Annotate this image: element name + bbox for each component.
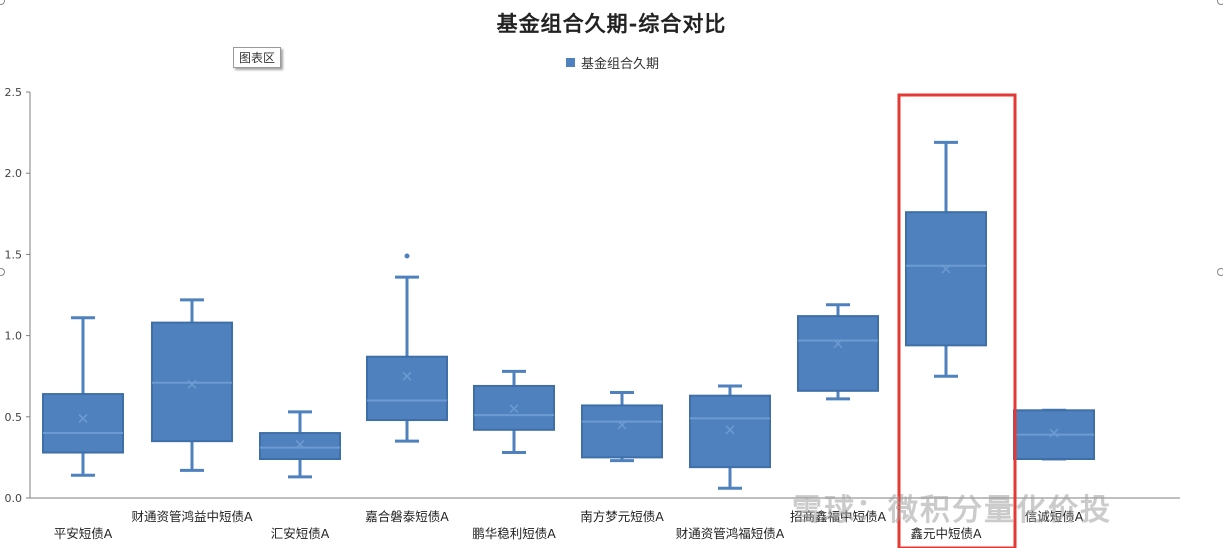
mean-marker <box>402 371 412 381</box>
legend[interactable]: 基金组合久期 <box>566 53 659 72</box>
resize-handle-left[interactable] <box>0 268 5 276</box>
mean-marker <box>187 379 197 389</box>
chart-title: 基金组合久期-综合对比 <box>496 11 727 36</box>
resize-handle-top-right[interactable] <box>1217 0 1223 5</box>
x-category-label: 平安短债A <box>54 526 113 541</box>
highlight-frame <box>897 93 1017 548</box>
mean-marker <box>78 413 88 423</box>
x-category-label: 南方梦元短债A <box>580 509 664 524</box>
box <box>797 315 879 392</box>
box <box>689 394 771 469</box>
x-category-label: 鹏华稳利短债A <box>472 526 556 541</box>
mean-marker <box>617 420 627 430</box>
mean-marker <box>725 425 735 435</box>
box <box>259 432 341 461</box>
outlier-point <box>404 253 410 259</box>
resize-handle-top-left[interactable] <box>0 0 5 5</box>
y-tick-label: 0.5 <box>5 411 23 424</box>
mean-marker <box>1049 428 1059 438</box>
y-tick-label: 1.0 <box>5 330 23 343</box>
x-category-label: 汇安短债A <box>271 526 330 541</box>
resize-handle-right[interactable] <box>1217 268 1223 276</box>
x-category-label: 招商鑫福中短债A <box>790 509 887 524</box>
mean-marker <box>509 404 519 414</box>
x-category-label: 信诚短债A <box>1025 509 1084 524</box>
box <box>42 393 124 454</box>
x-category-label: 财通资管鸿福短债A <box>676 526 785 541</box>
y-tick-label: 1.5 <box>5 248 23 261</box>
y-tick-label: 2.0 <box>5 167 23 180</box>
box <box>905 211 987 347</box>
y-tick-label: 0.0 <box>5 492 23 505</box>
watermark: 雪球：微积分量化价投 <box>792 493 1112 528</box>
x-category-label: 财通资管鸿益中短债A <box>131 509 253 524</box>
mean-marker <box>941 264 951 274</box>
box <box>366 355 448 422</box>
box <box>581 404 663 459</box>
x-category-label: 鑫元中短债A <box>910 526 982 541</box>
legend-label: 基金组合久期 <box>581 57 660 72</box>
mean-marker <box>833 339 843 349</box>
x-category-label: 嘉合磐泰短债A <box>365 509 449 524</box>
legend-swatch <box>566 58 575 67</box>
mean-marker <box>295 439 305 449</box>
chart-area-tooltip: 图表区 <box>233 47 282 68</box>
y-tick-label: 2.5 <box>5 86 23 99</box>
